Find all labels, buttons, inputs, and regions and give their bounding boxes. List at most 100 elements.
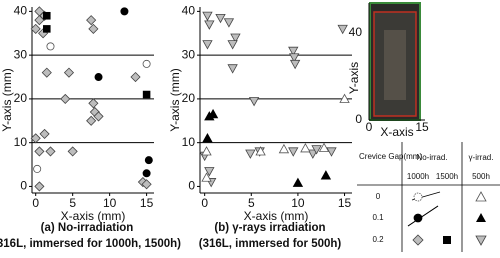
point bbox=[30, 133, 41, 144]
y-axis-label: Y-axis (mm) bbox=[168, 68, 182, 132]
point bbox=[202, 11, 213, 22]
y-tick-label: 10 bbox=[182, 135, 196, 149]
symbol bbox=[413, 192, 423, 202]
point bbox=[202, 132, 213, 143]
y-tick-label: 40 bbox=[182, 4, 196, 18]
point bbox=[223, 18, 235, 28]
x-tick-label: 10 bbox=[103, 196, 117, 210]
point bbox=[33, 164, 42, 173]
x-tick-label: 15 bbox=[338, 196, 352, 210]
point bbox=[67, 146, 78, 157]
point bbox=[88, 98, 99, 109]
point bbox=[289, 53, 300, 63]
inset: 0 40 0 15 Y-axis X-axis bbox=[347, 2, 429, 139]
point bbox=[60, 93, 71, 104]
table-time: 500h bbox=[472, 172, 490, 181]
point bbox=[337, 24, 348, 35]
table-symbols bbox=[412, 191, 487, 246]
point bbox=[318, 142, 330, 152]
inset-specimen bbox=[384, 30, 406, 100]
x-tick-label: 15 bbox=[140, 196, 154, 210]
y-tick-label: 20 bbox=[182, 91, 196, 105]
point bbox=[307, 149, 319, 159]
point bbox=[130, 71, 141, 83]
inset-y-tick: 40 bbox=[349, 25, 363, 39]
point bbox=[201, 146, 212, 156]
point bbox=[34, 181, 45, 192]
y-axis-label: Y-axis (mm) bbox=[0, 68, 14, 132]
point bbox=[86, 115, 97, 126]
caption: (a) No-irradiation bbox=[41, 222, 134, 234]
y-tick-label: 10 bbox=[14, 135, 28, 149]
point bbox=[45, 146, 56, 157]
point bbox=[227, 40, 238, 50]
point bbox=[248, 97, 260, 107]
point bbox=[292, 177, 304, 187]
point bbox=[142, 169, 151, 178]
point bbox=[144, 156, 153, 165]
symbol bbox=[412, 234, 424, 246]
point bbox=[230, 33, 241, 43]
point bbox=[215, 13, 226, 24]
point bbox=[43, 11, 51, 20]
y-tick-label: 30 bbox=[14, 47, 28, 61]
inset-x-tick: 0 bbox=[366, 120, 373, 134]
point bbox=[326, 147, 337, 157]
table-header: Crevice Gap(mm) bbox=[359, 152, 422, 161]
point bbox=[142, 59, 151, 68]
point bbox=[30, 23, 41, 34]
point bbox=[201, 172, 212, 182]
point bbox=[278, 143, 290, 154]
point bbox=[227, 64, 238, 74]
point bbox=[141, 179, 152, 190]
inset-x-label: X-axis bbox=[380, 125, 413, 139]
table-row: 0.1 bbox=[372, 213, 384, 222]
x-tick-label: 10 bbox=[291, 196, 305, 210]
table-row: 0.2 bbox=[372, 235, 384, 244]
symbol bbox=[475, 191, 487, 202]
caption: (b) γ-rays irradiation bbox=[214, 222, 325, 234]
inset-y-label: Y-axis bbox=[347, 62, 361, 94]
inset-y-tick: 0 bbox=[355, 112, 362, 126]
point bbox=[120, 7, 129, 16]
x-tick-label: 5 bbox=[69, 196, 76, 210]
x-axis-label: X-axis (mm) bbox=[61, 209, 126, 223]
caption: (316L, immersed for 1000h, 1500h) bbox=[0, 238, 181, 250]
point bbox=[300, 143, 311, 153]
point bbox=[142, 90, 151, 99]
point bbox=[320, 170, 332, 180]
table-slash bbox=[407, 205, 439, 227]
point bbox=[202, 40, 213, 50]
symbol bbox=[476, 213, 486, 222]
point bbox=[289, 59, 301, 70]
point bbox=[207, 108, 219, 119]
table-time: 1000h bbox=[407, 172, 429, 181]
point bbox=[46, 42, 55, 51]
y-tick-label: 0 bbox=[188, 179, 195, 193]
y-tick-label: 30 bbox=[182, 47, 196, 61]
x-tick-label: 0 bbox=[201, 196, 208, 210]
point bbox=[288, 46, 299, 57]
y-tick-label: 20 bbox=[14, 91, 28, 105]
table-row: 0 bbox=[376, 192, 381, 201]
symbol bbox=[475, 235, 487, 246]
point bbox=[311, 145, 322, 155]
point bbox=[245, 149, 256, 159]
x-tick-label: 0 bbox=[32, 196, 39, 210]
point bbox=[255, 146, 266, 156]
point bbox=[43, 25, 51, 33]
point bbox=[288, 147, 299, 157]
point bbox=[39, 128, 50, 139]
point bbox=[63, 67, 75, 78]
x-tick-label: 5 bbox=[248, 196, 255, 210]
table-time: 1500h bbox=[436, 172, 458, 181]
symbol bbox=[443, 236, 451, 244]
point bbox=[94, 73, 103, 82]
point bbox=[41, 67, 52, 78]
point bbox=[93, 111, 104, 122]
point bbox=[88, 23, 99, 34]
inset-x-tick: 15 bbox=[415, 120, 429, 134]
point bbox=[339, 93, 350, 103]
